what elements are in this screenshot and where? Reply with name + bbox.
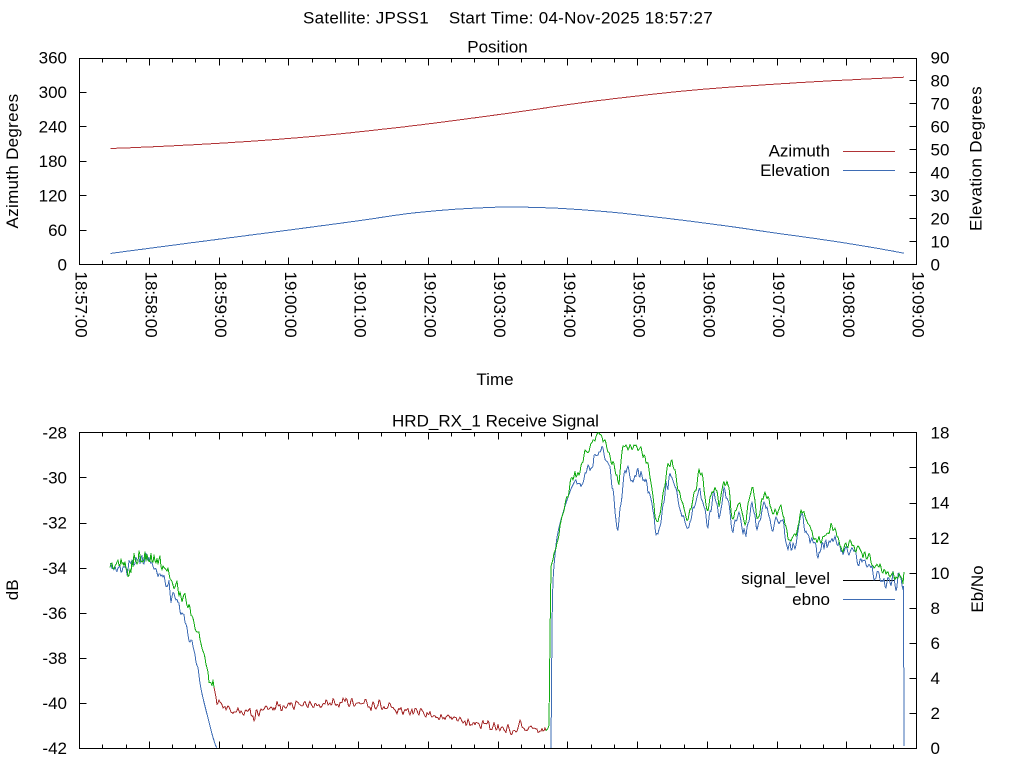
svg-text:19:02:00: 19:02:00	[420, 272, 439, 338]
svg-text:50: 50	[931, 141, 950, 160]
svg-text:19:07:00: 19:07:00	[769, 272, 788, 338]
svg-text:60: 60	[931, 118, 950, 137]
svg-text:120: 120	[39, 187, 67, 206]
svg-text:19:03:00: 19:03:00	[490, 272, 509, 338]
svg-text:14: 14	[931, 494, 950, 513]
svg-text:-28: -28	[42, 424, 67, 443]
svg-text:Eb/No: Eb/No	[968, 565, 987, 612]
svg-text:18:59:00: 18:59:00	[211, 272, 230, 338]
svg-text:Position: Position	[467, 38, 527, 57]
svg-text:18:58:00: 18:58:00	[141, 272, 160, 338]
svg-text:HRD_RX_1 Receive Signal: HRD_RX_1 Receive Signal	[392, 412, 599, 431]
svg-text:18: 18	[931, 424, 950, 443]
svg-text:Azimuth Degrees: Azimuth Degrees	[3, 94, 22, 229]
svg-text:19:06:00: 19:06:00	[700, 272, 719, 338]
svg-text:-36: -36	[42, 604, 67, 623]
svg-text:19:04:00: 19:04:00	[560, 272, 579, 338]
svg-text:19:08:00: 19:08:00	[839, 272, 858, 338]
svg-text:240: 240	[39, 118, 67, 137]
svg-text:0: 0	[931, 739, 940, 758]
svg-text:0: 0	[58, 255, 67, 274]
svg-text:ebno: ebno	[792, 590, 830, 609]
svg-text:19:01:00: 19:01:00	[351, 272, 370, 338]
svg-text:dB: dB	[3, 579, 22, 600]
svg-text:8: 8	[931, 599, 940, 618]
svg-text:Satellite: JPSS1 Start Time: Satellite: JPSS1 Start Time: 04-Nov-2025…	[303, 9, 713, 28]
svg-text:4: 4	[931, 669, 940, 688]
svg-text:0: 0	[931, 255, 940, 274]
svg-text:19:05:00: 19:05:00	[630, 272, 649, 338]
svg-text:10: 10	[931, 232, 950, 251]
svg-text:19:09:00: 19:09:00	[909, 272, 928, 338]
svg-text:2: 2	[931, 704, 940, 723]
svg-text:12: 12	[931, 529, 950, 548]
svg-text:19:00:00: 19:00:00	[281, 272, 300, 338]
svg-text:80: 80	[931, 72, 950, 91]
svg-text:360: 360	[39, 49, 67, 68]
svg-text:Azimuth: Azimuth	[769, 142, 830, 161]
svg-text:60: 60	[48, 221, 67, 240]
svg-text:20: 20	[931, 210, 950, 229]
svg-text:90: 90	[931, 49, 950, 68]
svg-text:-32: -32	[42, 514, 67, 533]
svg-text:30: 30	[931, 187, 950, 206]
svg-text:300: 300	[39, 83, 67, 102]
svg-text:-38: -38	[42, 649, 67, 668]
svg-text:70: 70	[931, 95, 950, 114]
svg-text:18:57:00: 18:57:00	[72, 272, 91, 338]
svg-text:40: 40	[931, 164, 950, 183]
svg-text:Elevation: Elevation	[760, 161, 830, 180]
svg-text:Time: Time	[476, 370, 513, 389]
svg-text:16: 16	[931, 459, 950, 478]
svg-text:-34: -34	[42, 559, 67, 578]
svg-text:6: 6	[931, 634, 940, 653]
svg-text:10: 10	[931, 564, 950, 583]
svg-text:Elevation Degrees: Elevation Degrees	[967, 86, 986, 231]
svg-text:-42: -42	[42, 739, 67, 758]
svg-text:-40: -40	[42, 694, 67, 713]
svg-text:-30: -30	[42, 469, 67, 488]
svg-text:signal_level: signal_level	[741, 569, 830, 588]
svg-text:180: 180	[39, 152, 67, 171]
